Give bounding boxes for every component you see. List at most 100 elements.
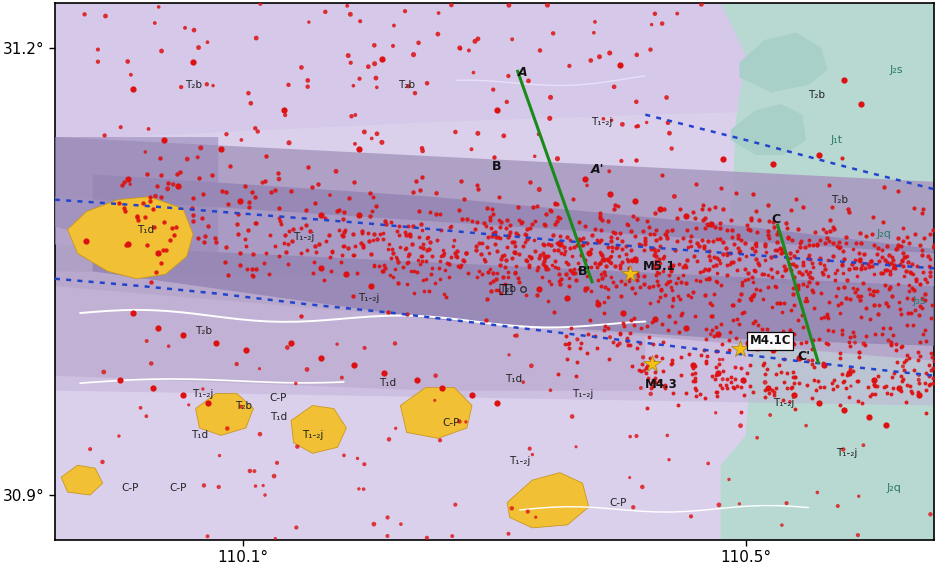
Point (903, 389, 918, 398)
Point (477, 222, 492, 231)
Point (271, 252, 286, 261)
Point (861, 392, 876, 401)
Point (648, 256, 663, 265)
Point (687, 214, 702, 223)
Point (643, 20, 658, 29)
Point (730, 295, 745, 304)
Point (262, 230, 277, 239)
Point (665, 294, 680, 303)
Point (497, 263, 512, 272)
Polygon shape (55, 272, 645, 391)
Point (364, 206, 379, 215)
Point (877, 265, 892, 274)
Point (879, 266, 894, 275)
Point (592, 52, 607, 61)
Point (473, 249, 488, 258)
Point (181, 400, 196, 410)
Point (908, 277, 923, 286)
Point (389, 278, 404, 287)
Point (572, 235, 587, 244)
Point (688, 275, 703, 284)
Point (402, 230, 417, 239)
Point (308, 248, 323, 257)
Point (220, 424, 235, 433)
Point (786, 339, 801, 348)
Point (924, 301, 936, 310)
Point (744, 291, 759, 300)
Point (485, 269, 500, 278)
Point (818, 311, 833, 320)
Point (706, 253, 721, 262)
Text: M4.1C: M4.1C (749, 335, 790, 348)
Point (790, 281, 805, 290)
Point (586, 331, 601, 340)
Point (849, 291, 864, 300)
Point (647, 377, 662, 386)
Point (244, 187, 259, 197)
Point (778, 499, 793, 508)
Point (431, 264, 446, 273)
Point (542, 114, 557, 123)
Point (661, 262, 676, 272)
Point (258, 248, 273, 257)
Point (799, 254, 814, 263)
Point (695, 215, 710, 224)
Point (160, 184, 175, 193)
Point (237, 182, 252, 191)
Point (285, 224, 300, 233)
Point (603, 273, 618, 282)
Point (868, 250, 883, 259)
Point (870, 257, 885, 266)
Point (864, 291, 879, 300)
Point (786, 373, 801, 382)
Point (809, 488, 824, 497)
Point (280, 343, 295, 352)
Point (728, 381, 743, 390)
Point (656, 381, 671, 390)
Point (911, 375, 926, 385)
Point (652, 285, 667, 294)
Point (647, 248, 662, 257)
Point (651, 254, 665, 263)
Point (345, 251, 360, 260)
Point (894, 256, 909, 265)
Point (853, 264, 868, 273)
Point (528, 513, 543, 522)
Point (902, 309, 917, 318)
Point (822, 227, 837, 236)
Point (694, 235, 709, 244)
Point (784, 283, 799, 293)
Point (310, 179, 325, 189)
Point (515, 378, 530, 387)
Point (831, 400, 846, 410)
Point (816, 261, 831, 270)
Point (657, 229, 672, 239)
Point (153, 153, 168, 162)
Point (926, 357, 936, 366)
Point (642, 389, 657, 398)
Point (457, 194, 472, 203)
Point (665, 388, 680, 397)
Text: B': B' (578, 265, 592, 278)
Point (419, 533, 434, 542)
Point (743, 296, 758, 305)
Point (499, 215, 514, 224)
Point (922, 366, 936, 375)
Point (808, 386, 823, 395)
Point (840, 204, 855, 214)
Point (803, 356, 818, 365)
Point (674, 309, 689, 318)
Point (631, 240, 646, 249)
Point (424, 264, 439, 273)
Point (197, 237, 212, 247)
Point (880, 260, 895, 269)
Point (903, 386, 918, 395)
Point (567, 371, 582, 380)
Point (825, 252, 840, 261)
Point (90, 45, 105, 54)
Point (482, 215, 497, 224)
Point (594, 250, 609, 260)
Point (622, 315, 637, 324)
Point (522, 224, 537, 233)
Point (776, 299, 791, 308)
